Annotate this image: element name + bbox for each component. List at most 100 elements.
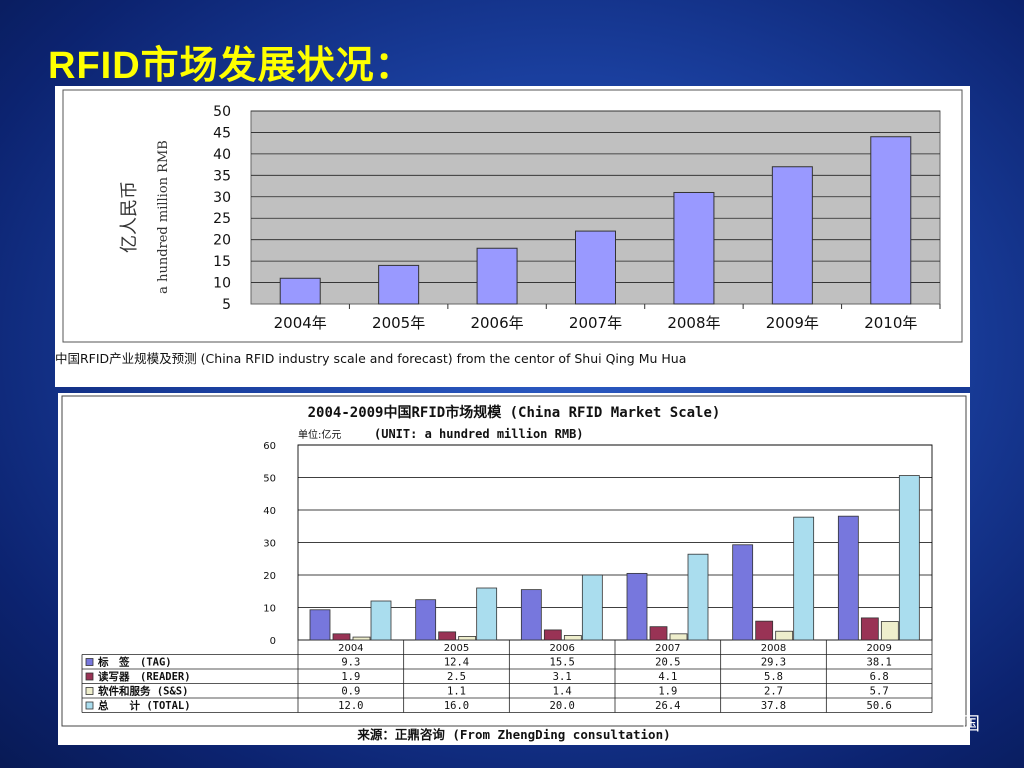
- chart-2-data-label: 37.8: [761, 700, 786, 712]
- chart-1-bar: [378, 264, 420, 305]
- chart-2-bar: [581, 574, 603, 641]
- chart-1-xtick-label: 2008年: [667, 314, 720, 332]
- chart-2-bar: [309, 609, 331, 641]
- chart-1-ylabel-cn: 亿人民币: [119, 181, 140, 253]
- chart-2-ytick-label: 0: [270, 636, 276, 647]
- chart-1-ytick-label: 30: [213, 190, 231, 206]
- chart-2-bar: [732, 544, 754, 641]
- chart-1-panel: 5 10 15 20 25 30 35 40 45 50 2004年 2005年 2006年 2007年 2…: [55, 86, 970, 387]
- chart-2-bar: [669, 633, 688, 641]
- chart-2-data-label: 0.9: [341, 686, 360, 698]
- chart-2-bar: [543, 629, 562, 641]
- chart-1-ytick-label: 25: [213, 211, 231, 227]
- chart-2-bar: [837, 515, 859, 641]
- chart-1-xtick-label: 2009年: [766, 314, 819, 332]
- chart-2-bar: [649, 626, 668, 641]
- slide-title: RFID市场发展状况：: [48, 45, 414, 87]
- chart-2-bar: [370, 600, 392, 641]
- chart-2-data-label: 12.0: [338, 700, 363, 712]
- chart-2-xtick-label: 2009: [866, 643, 891, 654]
- chart-2-data-label: 1.1: [447, 686, 466, 698]
- chart-2-bar: [687, 553, 709, 641]
- chart-2-bar: [755, 620, 774, 641]
- chart-1-ytick-label: 50: [213, 104, 231, 120]
- chart-2-data-label: 20.0: [550, 700, 575, 712]
- chart-2-data-label: 15.5: [550, 657, 575, 669]
- chart-2-legend-entry: 总 计 (TOTAL): [98, 699, 191, 712]
- chart-2-bar: [352, 636, 371, 641]
- chart-2-legend-swatch: [85, 701, 94, 710]
- chart-1-xtick-label: 2010年: [864, 314, 917, 332]
- chart-2-ytick-label: 40: [263, 506, 276, 517]
- chart-2-legend-swatch: [85, 658, 94, 666]
- chart-2-bar: [775, 630, 794, 641]
- chart-2-data-label: 6.8: [870, 671, 889, 683]
- chart-2-data-label: 1.4: [553, 686, 572, 698]
- corner-mark: 国: [962, 714, 980, 735]
- chart-1-bar: [771, 166, 813, 305]
- chart-2-ytick-label: 60: [263, 441, 276, 452]
- chart-2-bar: [880, 621, 899, 641]
- chart-1-ytick-label: 5: [222, 297, 231, 313]
- chart-2-xtick-label: 2005: [444, 643, 469, 654]
- chart-2-legend-entry: 读写器 (READER): [98, 670, 191, 683]
- chart-2-data-label: 26.4: [655, 700, 680, 712]
- chart-1-xtick-label: 2007年: [569, 314, 622, 332]
- chart-2-data-label: 2.5: [447, 671, 466, 683]
- chart-1-bar: [575, 230, 616, 305]
- chart-2-bar: [860, 617, 879, 641]
- chart-2-data-label: 12.4: [444, 657, 469, 669]
- chart-2-unit-label: 单位:亿元: [298, 428, 341, 441]
- chart-2-bar: [438, 631, 457, 641]
- chart-2-panel: 2004-2009中国RFID市场规模 (China RFID Market S…: [58, 393, 970, 745]
- chart-2-title: 2004-2009中国RFID市场规模 (China RFID Market S…: [308, 404, 721, 421]
- chart-1-ytick-label: 40: [213, 147, 231, 163]
- chart-2-source: 来源：正鼎咨询 (From ZhengDing consultation): [356, 727, 670, 742]
- chart-2-xtick-label: 2006: [549, 643, 574, 654]
- chart-2-data-label: 1.9: [341, 671, 360, 683]
- chart-2-data-label: 29.3: [761, 657, 786, 669]
- chart-2-unit-label-en: (UNIT: a hundred million RMB): [374, 427, 584, 441]
- chart-2-data-label: 5.8: [764, 671, 783, 683]
- chart-2-data-label: 16.0: [444, 700, 469, 712]
- chart-2-bar: [520, 589, 542, 641]
- chart-2-legend-swatch: [85, 687, 94, 695]
- chart-1-caption: 中国RFID产业规模及预测 (China RFID industry scale…: [55, 351, 686, 366]
- chart-1-ylabel-en: a hundred million RMB: [156, 140, 171, 294]
- chart-2-data-label: 1.9: [658, 686, 677, 698]
- chart-2-ytick-label: 10: [263, 604, 276, 615]
- chart-2-xtick-label: 2008: [761, 643, 786, 654]
- chart-2-bar: [898, 475, 920, 641]
- chart-1-bar: [870, 136, 912, 305]
- chart-2-xtick-label: 2007: [655, 643, 680, 654]
- chart-2-legend-entry: 软件和服务 (S&S): [98, 685, 188, 698]
- chart-2-bar: [793, 516, 815, 641]
- chart-1-ytick-label: 10: [213, 276, 231, 292]
- chart-2-bar: [332, 633, 351, 641]
- chart-1-bar: [476, 247, 518, 305]
- chart-2-data-label: 9.3: [341, 657, 360, 669]
- chart-2-bar: [415, 599, 437, 641]
- chart-2-data-label: 50.6: [867, 700, 892, 712]
- chart-2-bar: [458, 636, 477, 641]
- chart-2-legend-swatch: [85, 672, 94, 681]
- chart-2-bar: [563, 635, 582, 641]
- chart-1-bar: [673, 191, 715, 305]
- chart-2-market-scale: 2004-2009中国RFID市场规模 (China RFID Market S…: [61, 395, 967, 742]
- chart-2-data-label: 4.1: [658, 671, 677, 683]
- chart-2-data-label: 2.7: [764, 686, 783, 698]
- chart-1-ytick-label: 45: [213, 125, 231, 141]
- chart-2-bar: [476, 587, 498, 641]
- chart-1-ytick-label: 35: [213, 168, 231, 184]
- chart-2-bar: [626, 572, 648, 641]
- chart-2-data-label: 38.1: [867, 657, 892, 669]
- chart-1-industry-forecast: 5 10 15 20 25 30 35 40 45 50 2004年 2005年 2006年 2007年 2…: [55, 89, 963, 366]
- chart-1-ytick-label: 15: [213, 254, 231, 270]
- chart-1-xtick-label: 2006年: [470, 314, 523, 332]
- chart-1-ytick-label: 20: [213, 233, 231, 249]
- chart-2-xtick-label: 2004: [338, 643, 363, 654]
- chart-2-ytick-label: 30: [263, 539, 276, 550]
- chart-2-ytick-label: 20: [263, 571, 276, 582]
- chart-2-legend-entry: 标 签 (TAG): [97, 656, 172, 669]
- chart-2-ytick-label: 50: [263, 474, 276, 485]
